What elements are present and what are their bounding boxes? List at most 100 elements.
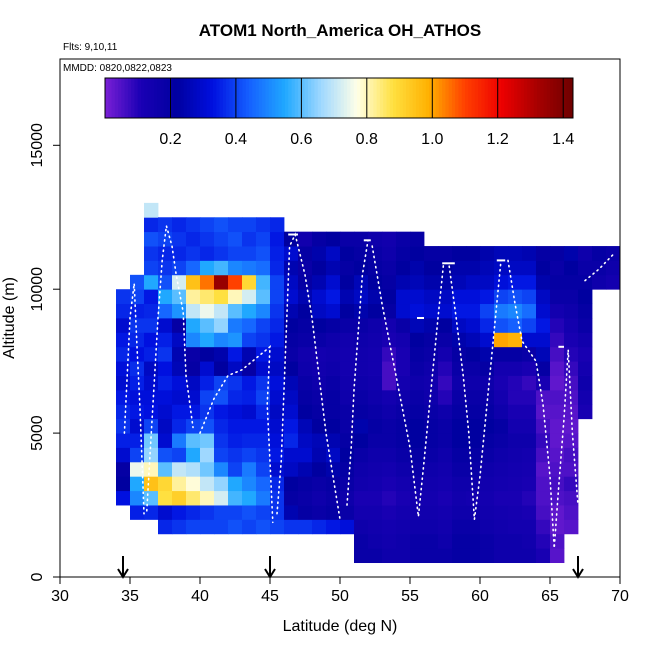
heatmap-cell bbox=[550, 418, 565, 434]
heatmap-cell bbox=[424, 505, 439, 520]
heatmap-cell bbox=[424, 260, 439, 276]
heatmap-cell bbox=[368, 274, 383, 290]
heatmap-cell bbox=[494, 389, 509, 405]
arrow-marker-head bbox=[572, 568, 584, 579]
heatmap-cell bbox=[508, 447, 523, 463]
heatmap-cell bbox=[536, 533, 551, 549]
heatmap-cell bbox=[396, 476, 411, 492]
heatmap-cell bbox=[452, 461, 467, 477]
heatmap-cell bbox=[396, 361, 411, 376]
heatmap-cell bbox=[116, 447, 131, 463]
heatmap-cell bbox=[256, 246, 271, 261]
heatmap-cell bbox=[564, 260, 579, 276]
heatmap-cell bbox=[354, 404, 369, 420]
heatmap-cell bbox=[564, 346, 579, 362]
heatmap-cell bbox=[186, 505, 201, 520]
heatmap-cell bbox=[298, 231, 313, 247]
heatmap-cell bbox=[312, 404, 327, 420]
heatmap-cell bbox=[508, 490, 523, 506]
colorbar-swatch bbox=[118, 78, 122, 118]
heatmap-cell bbox=[410, 332, 425, 348]
colorbar-swatch bbox=[543, 78, 548, 118]
colorbar-tick-label: 1.0 bbox=[421, 131, 443, 148]
colorbar-blocks bbox=[105, 78, 574, 118]
heatmap-cell bbox=[340, 476, 355, 492]
heatmap-cell bbox=[354, 246, 369, 261]
heatmap-cell bbox=[564, 246, 579, 261]
heatmap-cell bbox=[494, 505, 509, 520]
heatmap-cell bbox=[158, 505, 173, 520]
heatmap-cell bbox=[340, 418, 355, 434]
heatmap-cell bbox=[564, 375, 579, 391]
colorbar-swatch bbox=[321, 78, 325, 118]
heatmap-cell bbox=[396, 505, 411, 520]
heatmap-cell bbox=[536, 418, 551, 434]
heatmap-cell bbox=[452, 548, 467, 564]
heatmap-cell bbox=[382, 246, 397, 261]
heatmap-cell bbox=[424, 418, 439, 434]
colorbar-swatch bbox=[458, 78, 463, 118]
heatmap-cell bbox=[452, 375, 467, 391]
heatmap-cell bbox=[578, 375, 593, 391]
heatmap-cell bbox=[214, 389, 229, 405]
heatmap-cell bbox=[228, 404, 243, 420]
colorbar-swatch bbox=[167, 78, 171, 118]
colorbar-swatch bbox=[497, 78, 502, 118]
heatmap-cell bbox=[242, 519, 257, 535]
heatmap-cell bbox=[312, 231, 327, 247]
heatmap-cell bbox=[340, 231, 355, 247]
heatmap-cell bbox=[410, 231, 425, 247]
heatmap-cell bbox=[536, 346, 551, 362]
heatmap-cell bbox=[158, 476, 173, 492]
heatmap-cell bbox=[130, 447, 145, 463]
heatmap-cell bbox=[578, 274, 593, 290]
heatmap-cell bbox=[144, 433, 159, 448]
heatmap-cell bbox=[228, 289, 243, 305]
heatmap-cell bbox=[242, 447, 257, 463]
heatmap-cell bbox=[116, 346, 131, 362]
heatmap-cell bbox=[480, 461, 495, 477]
heatmap-cell bbox=[522, 505, 537, 520]
heatmap-cell bbox=[270, 361, 285, 376]
colorbar-swatch bbox=[429, 78, 433, 118]
colorbar-swatch bbox=[563, 78, 567, 118]
heatmap-cell bbox=[340, 447, 355, 463]
heatmap-cell bbox=[214, 318, 229, 333]
colorbar-swatch bbox=[409, 78, 414, 118]
heatmap-cell bbox=[144, 404, 159, 420]
colorbar-swatch bbox=[317, 78, 322, 118]
heatmap-cell bbox=[312, 461, 327, 477]
heatmap-cell bbox=[508, 332, 523, 348]
heatmap-cell bbox=[382, 318, 397, 333]
colorbar-swatch bbox=[206, 78, 211, 118]
arrow-markers bbox=[117, 556, 584, 579]
heatmap-cell bbox=[410, 375, 425, 391]
colorbar-swatch bbox=[484, 78, 489, 118]
heatmap-cell bbox=[340, 303, 355, 319]
heatmap-cell bbox=[144, 375, 159, 391]
heatmap-cell bbox=[466, 318, 481, 333]
colorbar-swatch bbox=[186, 78, 191, 118]
heatmap-cell bbox=[494, 289, 509, 305]
heatmap-cell bbox=[564, 433, 579, 448]
heatmap-cell bbox=[494, 533, 509, 549]
heatmap-cell bbox=[326, 375, 341, 391]
heatmap-cell bbox=[186, 361, 201, 376]
heatmap-cell bbox=[368, 332, 383, 348]
colorbar-swatch bbox=[141, 78, 145, 118]
heatmap-cell bbox=[256, 519, 271, 535]
heatmap-cell bbox=[116, 433, 131, 448]
heatmap-cell bbox=[116, 289, 131, 305]
heatmap-cell bbox=[228, 461, 243, 477]
heatmap-cell bbox=[312, 318, 327, 333]
heatmap-cell bbox=[312, 260, 327, 276]
heatmap-cell bbox=[368, 346, 383, 362]
heatmap-cell bbox=[116, 418, 131, 434]
heatmap-cell bbox=[228, 476, 243, 492]
heatmap-cell bbox=[536, 548, 551, 564]
heatmap-cell bbox=[536, 318, 551, 333]
colorbar-swatch bbox=[108, 78, 113, 118]
heatmap-cell bbox=[186, 519, 201, 535]
heatmap-cell bbox=[494, 303, 509, 319]
